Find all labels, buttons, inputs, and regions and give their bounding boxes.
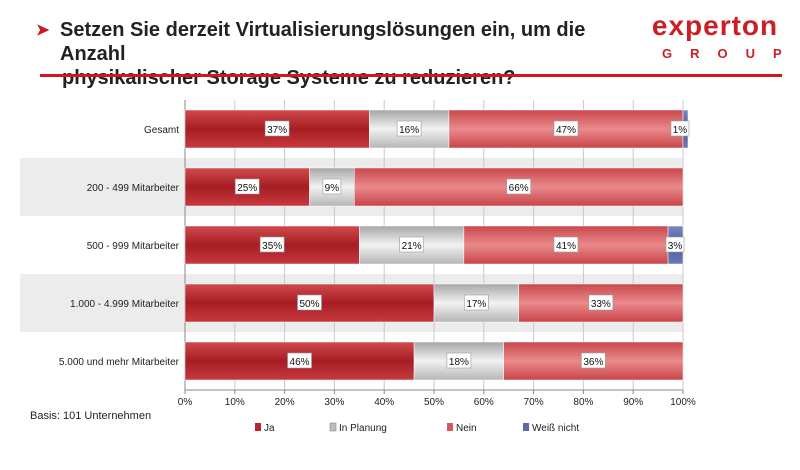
x-tick-label: 30%: [324, 397, 344, 408]
data-label-box: [446, 352, 472, 369]
legend-label-in-planung: In Planung: [339, 423, 387, 434]
experton-logo: experton GROUP: [650, 10, 800, 61]
data-label: 9%: [325, 183, 340, 194]
title-line-1: Setzen Sie derzeit Virtualisierungslösun…: [60, 19, 586, 65]
legend-swatch-in-planung: [329, 422, 337, 432]
arrow-right-icon: ➤: [36, 22, 50, 39]
data-label-box: [553, 236, 579, 253]
data-label: 17%: [466, 299, 486, 310]
data-label-box: [287, 352, 312, 369]
logo-group: GROUP: [662, 46, 800, 61]
x-tick-label: 60%: [474, 397, 494, 408]
category-label: 1.000 - 4.999 Mitarbeiter: [70, 299, 180, 310]
x-tick-label: 50%: [424, 397, 444, 408]
data-label-box: [259, 236, 285, 253]
data-label: 18%: [449, 357, 469, 368]
category-label: 200 - 499 Mitarbeiter: [87, 183, 180, 194]
legend-label-weiss-nicht: Weiß nicht: [532, 423, 579, 434]
data-label-box: [264, 120, 290, 137]
data-label: 33%: [591, 299, 611, 310]
x-tick-label: 20%: [275, 397, 295, 408]
basis-note: Basis: 101 Unternehmen: [30, 410, 152, 422]
data-label-box: [464, 294, 489, 311]
data-label-box: [399, 236, 424, 253]
category-label: 500 - 999 Mitarbeiter: [87, 241, 180, 252]
legend-swatch-weiss-nicht: [523, 423, 529, 431]
data-label: 36%: [583, 357, 603, 368]
data-label-box: [665, 236, 685, 253]
data-label: 46%: [290, 357, 310, 368]
header-divider: [40, 74, 782, 77]
data-label: 25%: [237, 183, 257, 194]
data-label-box: [234, 178, 260, 195]
data-label: 1%: [673, 125, 688, 136]
x-tick-label: 40%: [374, 397, 394, 408]
data-label-box: [588, 294, 614, 311]
data-label: 41%: [556, 241, 576, 252]
x-tick-label: 80%: [573, 397, 593, 408]
x-tick-label: 90%: [623, 397, 643, 408]
bar-in-planung: [359, 225, 465, 265]
x-tick-label: 100%: [670, 397, 696, 408]
data-label-box: [396, 120, 422, 137]
x-tick-label: 10%: [225, 397, 245, 408]
logo-word: experton: [651, 10, 779, 41]
data-label-box: [322, 178, 342, 195]
data-label-box: [670, 120, 690, 137]
data-label: 21%: [402, 241, 422, 252]
data-label-box: [297, 294, 322, 311]
data-label: 50%: [299, 299, 319, 310]
data-label: 16%: [399, 125, 419, 136]
legend-swatch-nein: [447, 423, 453, 431]
legend-label-ja: Ja: [264, 423, 275, 434]
data-label: 35%: [262, 241, 282, 252]
data-label-box: [506, 178, 531, 195]
data-label: 37%: [267, 125, 287, 136]
data-label-box: [581, 352, 606, 369]
category-label: Gesamt: [144, 125, 179, 136]
x-tick-label: 0%: [178, 397, 193, 408]
data-label: 66%: [509, 183, 529, 194]
data-label: 3%: [668, 241, 683, 252]
page-title: ➤ Setzen Sie derzeit Virtualisierungslös…: [36, 18, 598, 90]
x-tick-label: 70%: [524, 397, 544, 408]
legend-label-nein: Nein: [456, 423, 477, 434]
data-label: 47%: [556, 125, 576, 136]
title-line-2: physikalischer Storage Systeme zu reduzi…: [62, 67, 516, 89]
legend-swatch-ja: [255, 423, 261, 431]
category-label: 5.000 und mehr Mitarbeiter: [59, 357, 180, 368]
data-label-box: [553, 120, 579, 137]
